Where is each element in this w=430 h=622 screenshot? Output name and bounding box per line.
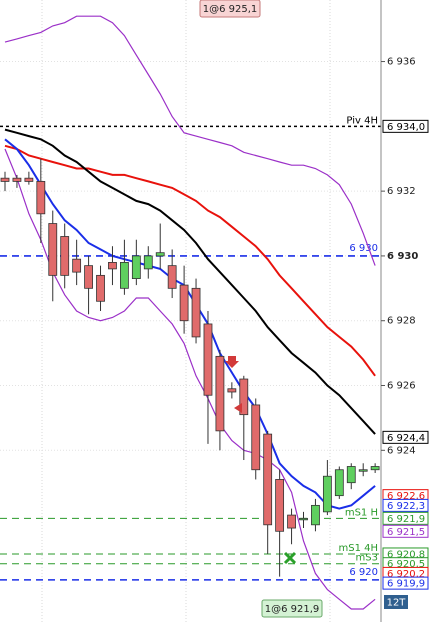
order-label: 1@6 925,1 — [203, 4, 258, 15]
indicator-line — [4, 138, 376, 510]
candle-body — [358, 469, 368, 472]
candle-body — [60, 236, 70, 276]
indicator-line — [4, 148, 376, 610]
y-tick-label: 6 936 — [387, 57, 416, 68]
candle-body — [24, 177, 34, 182]
candle-body — [120, 262, 129, 289]
candle-body — [167, 265, 177, 289]
candle-body — [299, 517, 308, 521]
candle-body — [203, 323, 213, 396]
trade-arrow — [234, 403, 242, 413]
candle-body — [215, 355, 225, 432]
value-axis: 6 924 6 926 6 928 6 930 6 932 6 936 6 934,0 6 9… — [381, 57, 429, 590]
price-marker — [382, 524, 429, 538]
candle-body — [311, 504, 320, 526]
price-marker-label: 6 921,9 — [387, 514, 425, 525]
level-label: 6 920 — [349, 567, 378, 578]
price-marker-label: 6 920,8 — [387, 549, 425, 560]
candle-body — [263, 433, 273, 526]
indicator-line — [4, 128, 376, 435]
candle-body — [108, 262, 117, 270]
timeframe-box — [384, 595, 408, 609]
candle-body — [96, 274, 105, 302]
order-label: 1@6 921,9 — [265, 604, 320, 615]
price-marker-label: 6 920,5 — [387, 559, 425, 570]
candle-body — [191, 287, 201, 338]
price-marker — [382, 576, 429, 590]
candle-body — [227, 388, 237, 393]
price-marker-label: 6 919,9 — [387, 579, 425, 590]
candle-body — [72, 258, 82, 273]
candle-body — [84, 265, 93, 289]
candle-body — [346, 466, 356, 484]
order-box — [261, 599, 323, 618]
candle-body — [12, 177, 22, 182]
y-tick-label: 6 924 — [387, 445, 416, 456]
trade-arrow — [225, 356, 239, 368]
candle-body — [131, 255, 141, 280]
candle-body — [0, 177, 10, 182]
y-tick-label: 6 930 — [387, 251, 418, 262]
price-marker-label: 6 934,0 — [387, 122, 425, 133]
candle-body — [275, 479, 285, 532]
candle-body — [239, 378, 249, 416]
y-tick-label: 6 932 — [387, 186, 416, 197]
price-marker-label: 6 920,2 — [387, 569, 425, 580]
y-tick-label: 6 928 — [387, 316, 416, 327]
candle-body — [287, 514, 296, 529]
level-label: Piv 4H — [346, 115, 378, 126]
indicator-line — [4, 144, 376, 377]
timeframe-label: 12T — [387, 598, 407, 609]
price-marker — [382, 430, 429, 444]
level-label: mS1 4H — [338, 543, 378, 554]
candle-body — [251, 404, 261, 471]
level-label: 6 930 — [349, 243, 378, 254]
candle-body — [179, 284, 189, 322]
level-label: mS1 H — [345, 507, 378, 518]
candle-body — [370, 466, 380, 471]
candle-body — [36, 181, 46, 215]
price-marker — [382, 119, 429, 133]
candle-body — [143, 255, 153, 270]
price-marker — [382, 511, 429, 525]
candle-body — [322, 475, 332, 513]
trade-cross — [283, 551, 297, 565]
price-marker-label: 6 922,6 — [387, 491, 425, 502]
price-marker — [382, 498, 429, 512]
level-label: mS3 — [356, 553, 378, 564]
candle-body — [334, 469, 344, 497]
plot-background — [0, 0, 381, 622]
orders: 1@6 925,1 1@6 921,9 12T — [199, 0, 408, 618]
price-marker-label: 6 921,5 — [387, 527, 425, 538]
price-marker-label: 6 922,3 — [387, 501, 425, 512]
indicator-line — [4, 15, 376, 266]
candle-body — [155, 252, 165, 257]
candle-body — [48, 223, 58, 276]
y-tick-label: 6 926 — [387, 381, 416, 392]
price-marker-label: 6 924,4 — [387, 433, 425, 444]
order-box — [199, 0, 261, 18]
